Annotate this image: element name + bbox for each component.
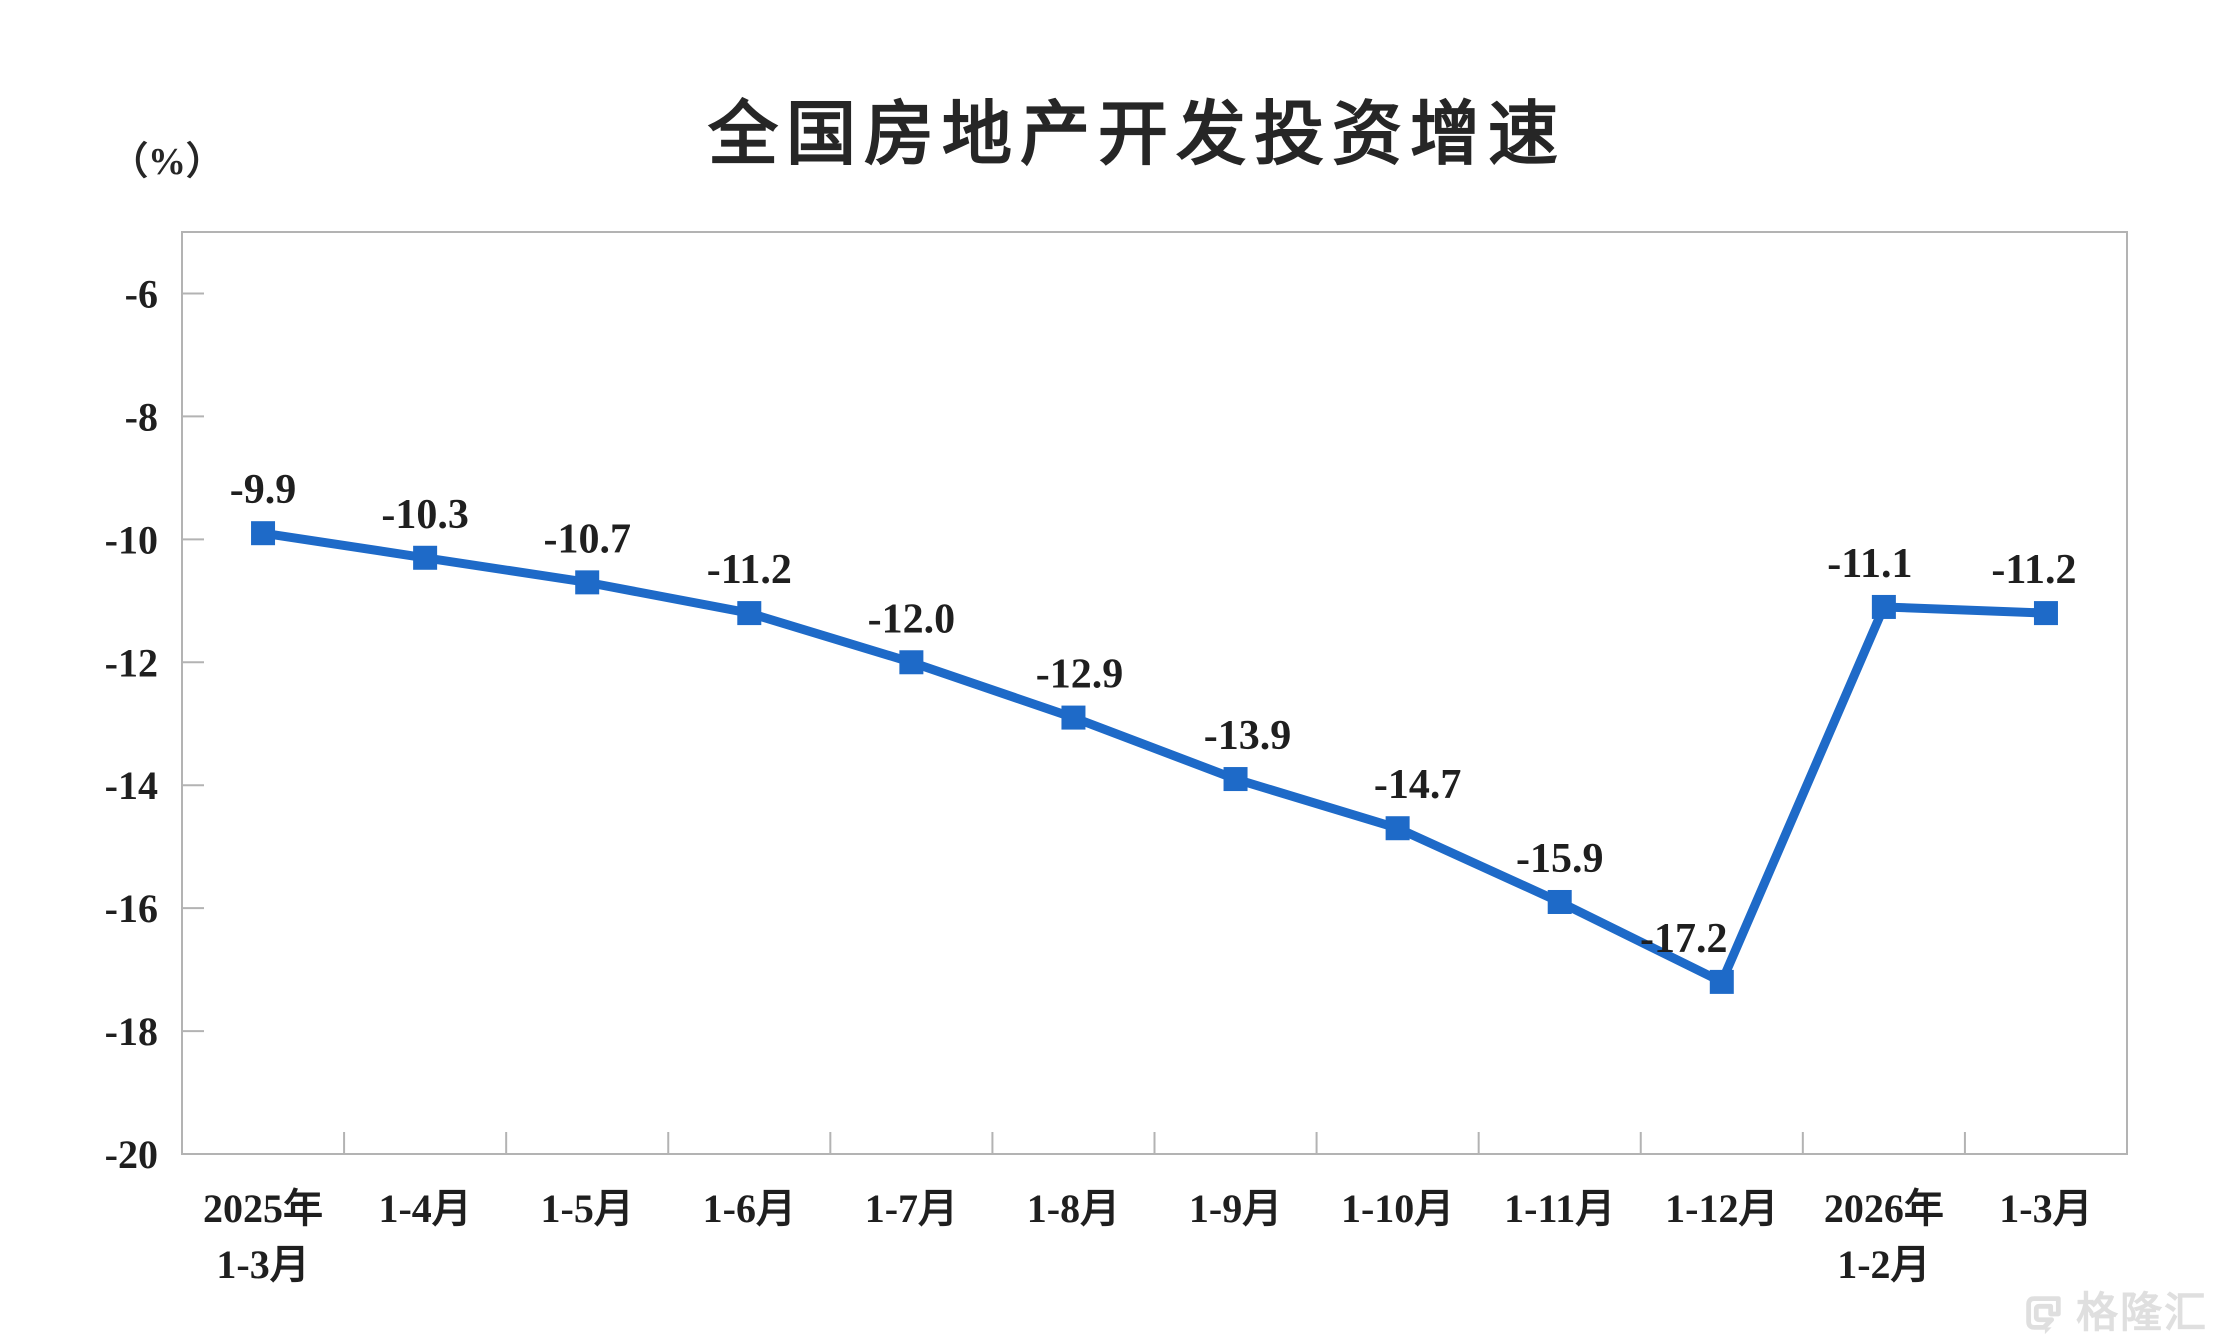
x-category-label: 1-12月	[1665, 1186, 1778, 1231]
data-point-label: -17.2	[1640, 916, 1728, 962]
x-category-label: 1-8月	[1027, 1186, 1120, 1231]
x-category-label: 1-5月	[541, 1186, 634, 1231]
x-category-label: 1-4月	[378, 1186, 471, 1231]
y-tick-label: -18	[105, 1009, 158, 1054]
data-point-label: -13.9	[1204, 713, 1292, 759]
y-tick-label: -10	[105, 517, 158, 562]
x-category-label: 1-3月	[216, 1242, 309, 1287]
x-category-label: 1-9月	[1189, 1186, 1282, 1231]
y-tick-label: -20	[105, 1132, 158, 1177]
x-category-label: 1-10月	[1341, 1186, 1454, 1231]
data-point-label: -11.2	[1991, 547, 2076, 593]
data-point-marker	[251, 521, 276, 546]
data-point-marker	[575, 570, 600, 595]
data-point-marker	[1223, 767, 1248, 792]
data-point-label: -11.2	[707, 547, 792, 593]
y-tick-label: -16	[105, 886, 158, 931]
data-point-marker	[737, 601, 762, 626]
watermark: 格隆汇	[2020, 1290, 2208, 1336]
data-point-marker	[1061, 705, 1086, 730]
series-line	[262, 528, 2047, 987]
y-tick-label: -6	[125, 271, 158, 316]
data-point-marker	[1547, 889, 1572, 914]
y-tick-label: -8	[125, 394, 158, 439]
data-point-marker	[2033, 601, 2058, 626]
data-point-marker	[899, 650, 924, 675]
y-tick-label: -14	[105, 763, 158, 808]
x-category-label: 2026年	[1824, 1186, 1944, 1231]
x-category-label: 1-7月	[865, 1186, 958, 1231]
x-category-label: 1-6月	[703, 1186, 796, 1231]
y-axis-unit-label: （%）	[110, 141, 225, 183]
data-point-marker	[1385, 816, 1410, 841]
x-category-label: 1-11月	[1504, 1186, 1615, 1231]
data-point-marker	[1871, 594, 1896, 619]
data-point-label: -10.3	[381, 492, 469, 538]
y-tick-label: -12	[105, 640, 158, 685]
data-point-marker	[413, 545, 438, 570]
data-point-label: -11.1	[1827, 541, 1912, 587]
data-point-label: -15.9	[1516, 836, 1604, 882]
data-point-label: -14.7	[1374, 762, 1462, 808]
data-point-label: -10.7	[543, 516, 631, 562]
data-point-marker	[1709, 969, 1734, 994]
x-category-label: 1-3月	[1999, 1186, 2092, 1231]
watermark-text: 格隆汇	[2075, 1289, 2208, 1336]
data-point-label: -12.9	[1036, 652, 1124, 698]
data-point-label: -9.9	[230, 467, 297, 513]
chart-title: 全国房地产开发投资增速	[708, 95, 1566, 173]
plot-border	[181, 231, 2128, 1155]
x-category-label: 2025年	[203, 1186, 323, 1231]
gelonghui-logo-icon	[2026, 1296, 2061, 1335]
x-category-label: 1-2月	[1837, 1242, 1930, 1287]
data-point-label: -12.0	[868, 596, 956, 642]
